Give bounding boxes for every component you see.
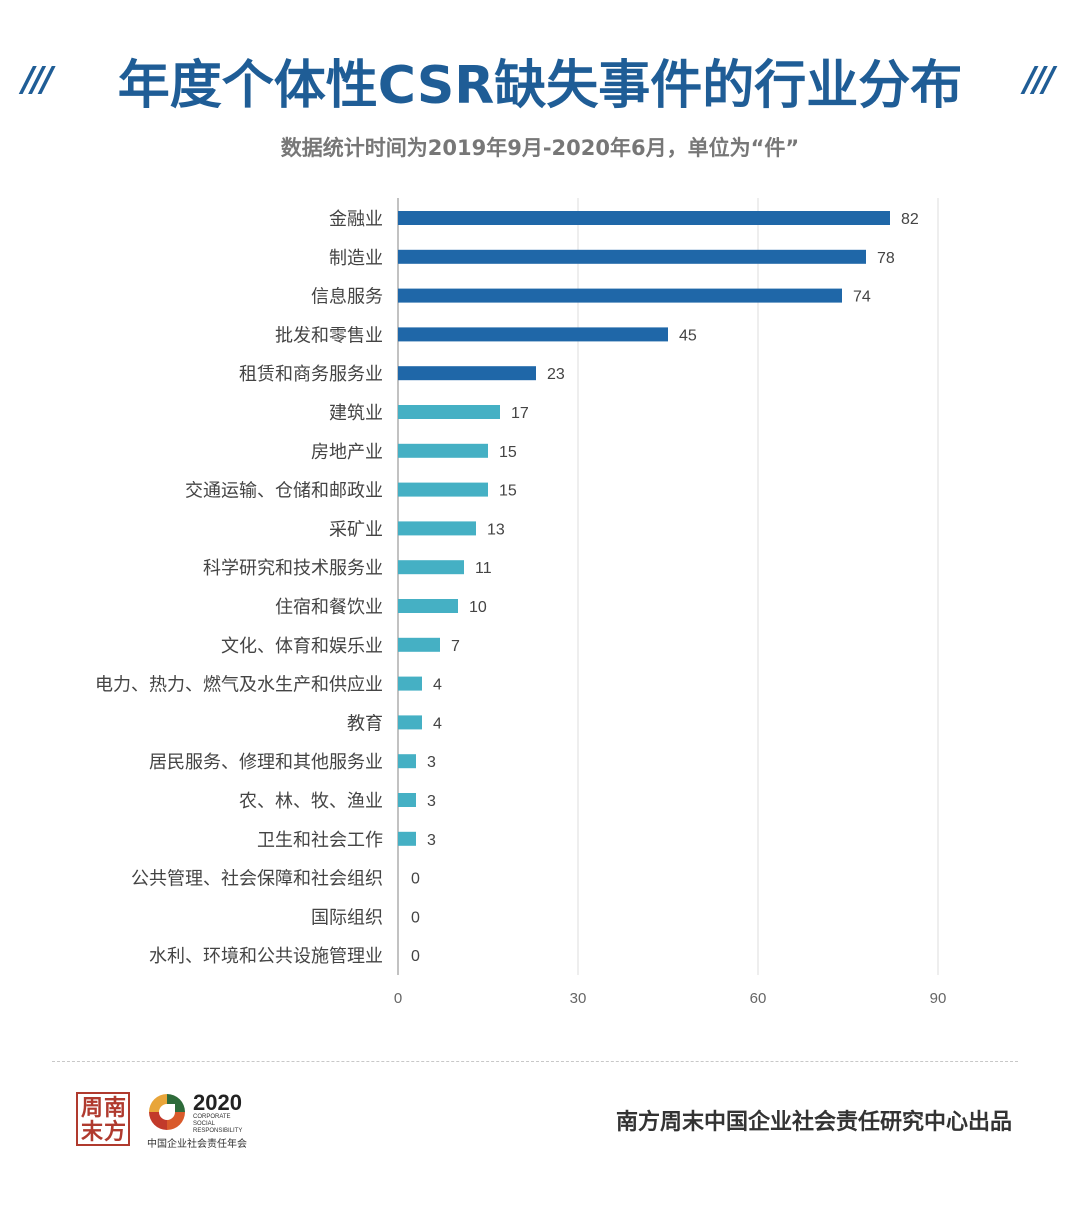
category-label: 住宿和餐饮业 — [275, 597, 383, 618]
bar — [398, 599, 458, 613]
bar — [398, 211, 890, 225]
value-label: 0 — [411, 871, 420, 888]
bar — [398, 715, 422, 730]
bar — [398, 482, 488, 497]
value-label: 45 — [679, 327, 697, 344]
x-tick-label: 90 — [930, 990, 947, 1007]
category-label: 交通运输、仓储和邮政业 — [185, 481, 383, 502]
csr-words: CORPORATE SOCIAL RESPONSIBILITY — [193, 1114, 242, 1135]
bar — [398, 754, 416, 769]
bar — [398, 249, 866, 264]
bar — [398, 443, 488, 458]
logo-char: 方 — [104, 1119, 127, 1145]
csr-word: RESPONSIBILITY — [193, 1128, 243, 1134]
category-label: 采矿业 — [329, 519, 383, 540]
x-tick-label: 30 — [570, 990, 587, 1007]
value-label: 10 — [469, 599, 487, 616]
x-tick-label: 60 — [750, 990, 767, 1007]
logo-char: 周 — [81, 1095, 104, 1121]
category-label: 建筑业 — [329, 403, 383, 424]
category-label: 租赁和商务服务业 — [239, 364, 383, 385]
category-label: 制造业 — [329, 248, 383, 269]
footer-divider — [52, 1061, 1018, 1062]
csr-word: SOCIAL — [193, 1121, 216, 1127]
category-label: 房地产业 — [311, 442, 383, 463]
value-label: 3 — [427, 832, 436, 849]
csr-chinese-name: 中国企业社会责任年会 — [147, 1139, 247, 1150]
title-slashes-right: /// — [1023, 60, 1055, 100]
value-label: 15 — [499, 444, 517, 461]
credit-text: 南方周末中国企业社会责任研究中心出品 — [615, 1110, 1012, 1135]
category-label: 科学研究和技术服务业 — [203, 558, 383, 579]
bar — [398, 637, 440, 652]
bar — [398, 831, 416, 846]
value-label: 11 — [475, 560, 492, 577]
category-label: 卫生和社会工作 — [257, 830, 383, 851]
chart-title: 年度个体性CSR缺失事件的行业分布 — [117, 56, 963, 116]
csr-year: 2020 — [193, 1090, 242, 1115]
value-label: 78 — [877, 250, 895, 267]
logo-char: 南 — [104, 1095, 127, 1121]
value-label: 7 — [451, 638, 460, 655]
title-slashes-left: /// — [22, 60, 53, 100]
bar — [398, 366, 536, 381]
value-label: 0 — [411, 948, 420, 965]
bar — [398, 676, 422, 691]
value-label: 3 — [427, 754, 436, 771]
csr-word: CORPORATE — [193, 1114, 231, 1120]
category-label: 农、林、牧、渔业 — [239, 791, 383, 812]
value-label: 17 — [511, 405, 529, 422]
category-label: 电力、热力、燃气及水生产和供应业 — [95, 675, 383, 696]
category-label: 水利、环境和公共设施管理业 — [149, 946, 383, 967]
value-label: 4 — [433, 715, 442, 732]
category-label: 批发和零售业 — [275, 325, 383, 346]
category-label: 文化、体育和娱乐业 — [221, 636, 383, 657]
csr-mark-icon — [149, 1094, 185, 1130]
value-label: 4 — [433, 677, 442, 694]
category-label: 国际组织 — [311, 907, 383, 928]
value-label: 82 — [901, 211, 919, 228]
category-label: 居民服务、修理和其他服务业 — [149, 752, 383, 773]
chart-subtitle: 数据统计时间为2019年9月-2020年6月，单位为“件” — [280, 136, 800, 160]
logo-char: 末 — [81, 1119, 104, 1145]
bar — [398, 405, 500, 419]
nfzm-logo: 周 南 末 方 — [76, 1092, 130, 1146]
title-row: /// 年度个体性CSR缺失事件的行业分布 /// — [0, 46, 1080, 126]
bar — [398, 327, 668, 342]
bar — [398, 521, 476, 536]
bar — [398, 288, 842, 303]
category-label: 信息服务 — [311, 287, 383, 308]
category-label: 教育 — [347, 713, 383, 734]
bar — [398, 560, 464, 575]
value-label: 15 — [499, 483, 517, 500]
category-label: 金融业 — [329, 209, 383, 230]
value-label: 13 — [487, 521, 505, 538]
value-label: 3 — [427, 793, 436, 810]
value-label: 0 — [411, 909, 420, 926]
x-tick-label: 0 — [394, 990, 402, 1007]
category-label: 公共管理、社会保障和社会组织 — [131, 869, 383, 890]
csr-logo: 2020 CORPORATE SOCIAL RESPONSIBILITY 中国企… — [147, 1090, 257, 1150]
value-label: 74 — [853, 289, 871, 306]
bar — [398, 793, 416, 807]
value-label: 23 — [547, 366, 565, 383]
